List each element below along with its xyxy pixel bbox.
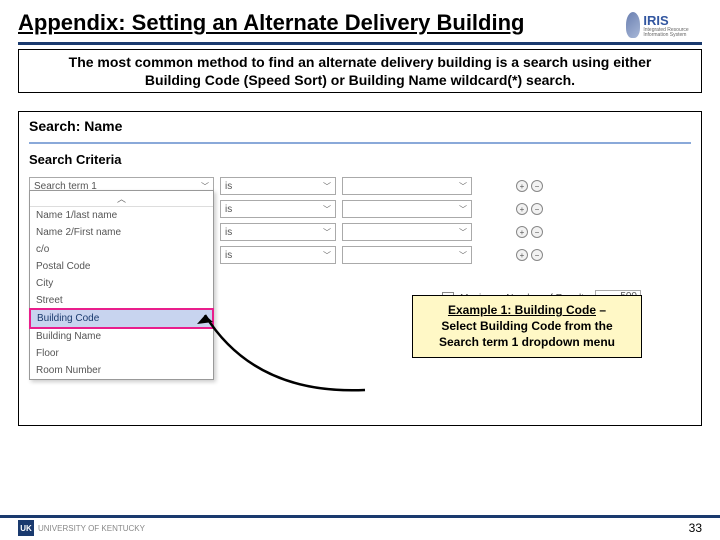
callout-sep: – <box>596 303 606 317</box>
remove-row-icon[interactable]: − <box>531 226 543 238</box>
callout-title: Example 1: Building Code <box>448 303 596 317</box>
iris-logo-subtitle: Integrated Resource Information System <box>643 28 702 38</box>
remove-row-icon[interactable]: − <box>531 180 543 192</box>
instruction-line-2: Building Code (Speed Sort) or Building N… <box>145 72 575 88</box>
add-row-icon[interactable]: + <box>516 249 528 261</box>
uk-text: UNIVERSITY OF KENTUCKY <box>38 524 145 533</box>
scroll-up-icon[interactable]: ︿ <box>30 191 213 207</box>
dropdown-option[interactable]: Postal Code <box>30 258 213 275</box>
chevron-down-icon: ﹀ <box>323 227 331 238</box>
operator-dropdown[interactable]: is﹀ <box>220 223 336 241</box>
instruction-line-1: The most common method to find an altern… <box>69 54 652 70</box>
operator-dropdown[interactable]: is﹀ <box>220 200 336 218</box>
uk-badge: UK <box>18 520 34 536</box>
search-title: Search: Name <box>29 118 691 134</box>
page-title: Appendix: Setting an Alternate Delivery … <box>18 10 524 36</box>
chevron-down-icon: ﹀ <box>323 181 331 192</box>
uk-logo: UK UNIVERSITY OF KENTUCKY <box>18 520 145 536</box>
iris-logo-text: IRIS <box>643 13 702 28</box>
footer: UK UNIVERSITY OF KENTUCKY 33 <box>0 515 720 536</box>
page-number: 33 <box>689 521 702 535</box>
chevron-down-icon: ﹀ <box>459 250 467 261</box>
add-row-icon[interactable]: + <box>516 180 528 192</box>
chevron-down-icon: ﹀ <box>459 181 467 192</box>
search-term-dropdown-list[interactable]: ︿ Name 1/last nameName 2/First namec/oPo… <box>29 190 214 380</box>
value-dropdown[interactable]: ﹀ <box>342 246 472 264</box>
chevron-down-icon: ﹀ <box>459 227 467 238</box>
remove-row-icon[interactable]: − <box>531 203 543 215</box>
dropdown-option[interactable]: Name 1/last name <box>30 207 213 224</box>
add-row-icon[interactable]: + <box>516 226 528 238</box>
chevron-down-icon: ﹀ <box>459 204 467 215</box>
dropdown-option[interactable]: Street <box>30 292 213 309</box>
dropdown-option[interactable]: Building Code <box>29 308 214 329</box>
screenshot-panel: Search: Name Search Criteria Search term… <box>18 111 702 426</box>
title-row: Appendix: Setting an Alternate Delivery … <box>18 10 702 45</box>
chevron-down-icon: ﹀ <box>323 204 331 215</box>
iris-logo-icon <box>626 12 640 38</box>
operator-dropdown[interactable]: is﹀ <box>220 177 336 195</box>
iris-logo: IRIS Integrated Resource Information Sys… <box>626 10 702 40</box>
dropdown-option[interactable]: Floor <box>30 345 213 362</box>
value-dropdown[interactable]: ﹀ <box>342 200 472 218</box>
dropdown-option[interactable]: Room Number <box>30 362 213 379</box>
example-callout: Example 1: Building Code – Select Buildi… <box>412 295 642 358</box>
callout-body: Select Building Code from the Search ter… <box>439 319 615 349</box>
dropdown-option[interactable]: Building Name <box>30 328 213 345</box>
value-dropdown[interactable]: ﹀ <box>342 223 472 241</box>
dropdown-option[interactable]: c/o <box>30 241 213 258</box>
add-row-icon[interactable]: + <box>516 203 528 215</box>
operator-dropdown[interactable]: is﹀ <box>220 246 336 264</box>
divider <box>29 142 691 144</box>
dropdown-option[interactable]: Name 2/First name <box>30 224 213 241</box>
value-dropdown[interactable]: ﹀ <box>342 177 472 195</box>
chevron-down-icon: ﹀ <box>323 250 331 261</box>
dropdown-option[interactable]: City <box>30 275 213 292</box>
search-criteria-label: Search Criteria <box>29 152 691 167</box>
instruction-box: The most common method to find an altern… <box>18 49 702 93</box>
remove-row-icon[interactable]: − <box>531 249 543 261</box>
